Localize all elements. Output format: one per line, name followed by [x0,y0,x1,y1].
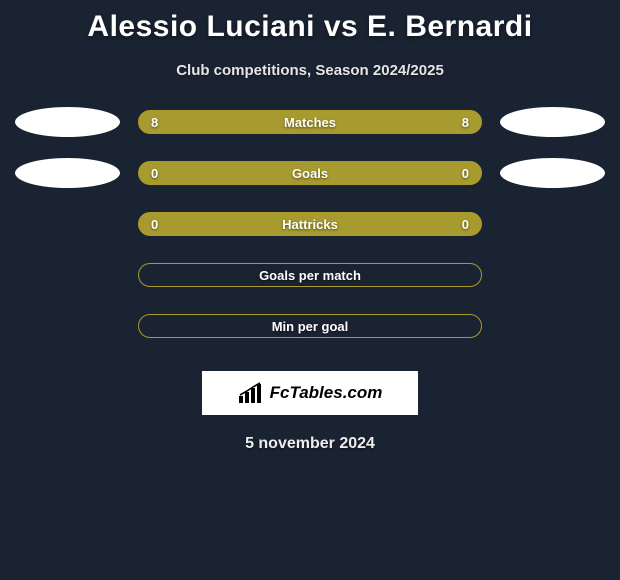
stat-left-value: 8 [151,115,158,130]
stat-label: Goals per match [151,268,469,283]
page-subtitle: Club competitions, Season 2024/2025 [176,62,444,79]
right-avatar-placeholder [500,107,605,137]
stat-left-value: 0 [151,166,158,181]
stat-right-value: 0 [462,217,469,232]
stat-rows: 8Matches80Goals00Hattricks0Goals per mat… [0,107,620,341]
stat-row: Goals per match [0,260,620,290]
stat-bar: Min per goal [138,314,482,338]
right-avatar-placeholder [500,158,605,188]
stat-label: Matches [151,115,469,130]
stat-row: 8Matches8 [0,107,620,137]
stat-row: 0Goals0 [0,158,620,188]
left-avatar-placeholder [15,107,120,137]
page-title: Alessio Luciani vs E. Bernardi [87,10,532,44]
bars-icon [238,382,264,404]
branding-badge[interactable]: FcTables.com [202,371,418,415]
stat-label: Min per goal [151,319,469,334]
stat-row: 0Hattricks0 [0,209,620,239]
stat-right-value: 0 [462,166,469,181]
stat-label: Hattricks [151,217,469,232]
stat-bar: 0Goals0 [138,161,482,185]
stat-label: Goals [151,166,469,181]
stat-bar: 0Hattricks0 [138,212,482,236]
stat-row: Min per goal [0,311,620,341]
branding-label: FcTables.com [270,383,383,403]
stat-bar: Goals per match [138,263,482,287]
stat-left-value: 0 [151,217,158,232]
snapshot-date: 5 november 2024 [245,435,375,453]
left-avatar-placeholder [15,158,120,188]
stat-bar: 8Matches8 [138,110,482,134]
stat-right-value: 8 [462,115,469,130]
